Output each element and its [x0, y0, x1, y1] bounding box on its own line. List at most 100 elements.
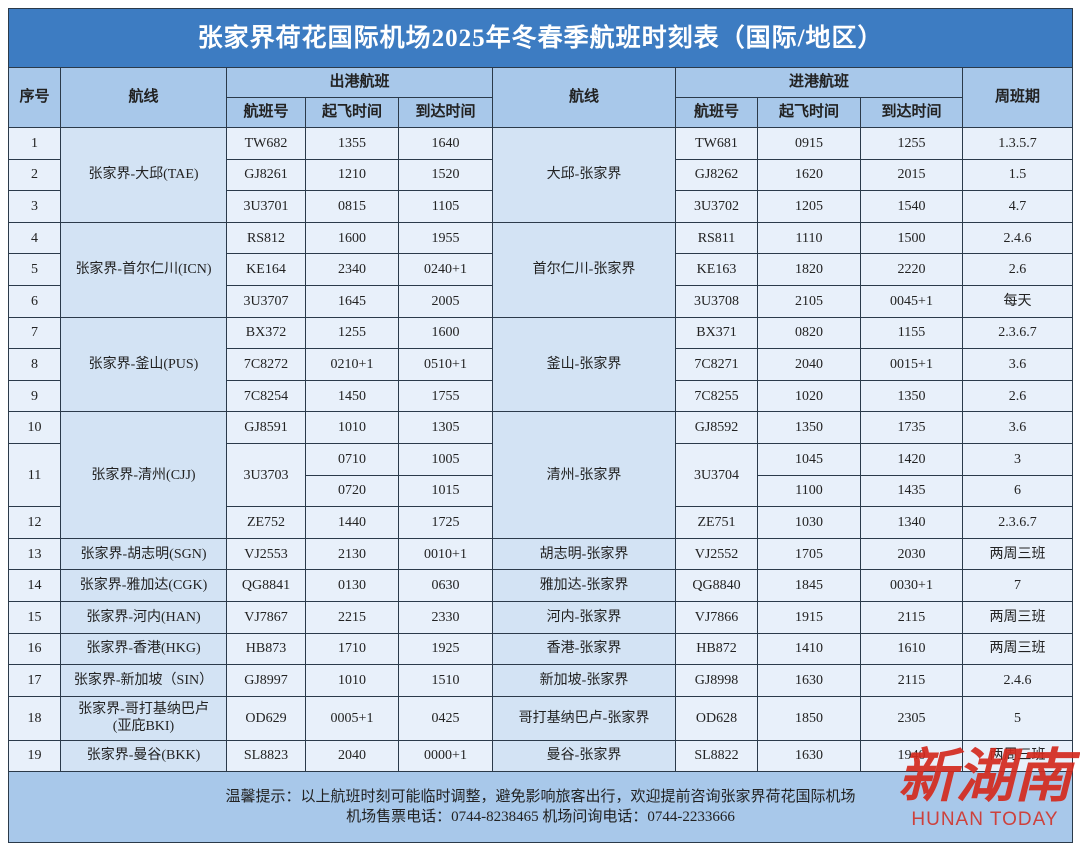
table-row: 温馨提示：以上航班时刻可能临时调整，避免影响旅客出行，欢迎提前咨询张家界荷花国际…: [7, 771, 1074, 844]
time: 0005+1: [305, 695, 399, 741]
time: 0820: [757, 316, 861, 350]
schedule-table: 张家界荷花国际机场2025年冬春季航班时刻表（国际/地区） 序号 航线 出港航班…: [7, 8, 1074, 844]
time: 1045: [757, 442, 861, 476]
inbound-route: 釜山-张家界: [492, 316, 676, 413]
table-row: 4 张家界-首尔仁川(ICN) RS812 1600 1955 首尔仁川-张家界 RS811…: [8, 221, 1074, 318]
seq-no: 17: [8, 664, 61, 697]
time: 0010+1: [398, 537, 493, 571]
time: 1450: [305, 379, 399, 413]
flight-no: GJ8262: [675, 158, 758, 192]
time: 1630: [757, 739, 861, 773]
time: 1755: [398, 379, 493, 413]
header-cell: 起飞时间: [305, 97, 399, 128]
seq-no: 9: [8, 379, 61, 413]
flight-no: 3U3707: [226, 284, 306, 318]
days: 2.4.6: [961, 221, 1074, 255]
days: 两周三班: [961, 739, 1074, 773]
inbound-route: 香港-张家界: [492, 632, 676, 666]
time: 0915: [757, 127, 861, 160]
days: 1.3.5.7: [961, 127, 1074, 160]
flight-no: BX371: [675, 316, 758, 350]
time: 1735: [860, 411, 963, 444]
table-row: 17 张家界-新加坡（SIN） GJ8997 1010 1510 新加坡-张家界 GJ899…: [8, 664, 1074, 697]
flight-no: GJ8592: [675, 411, 758, 444]
flight-no: SL8822: [675, 739, 758, 773]
time: 2105: [757, 284, 861, 318]
flight-no: SL8823: [226, 739, 306, 773]
days: 3.6: [961, 411, 1074, 444]
inbound-route: 大邱-张家界: [492, 127, 676, 223]
flight-no: GJ8261: [226, 158, 306, 192]
time: 2305: [860, 695, 963, 741]
outbound-route: 张家界-首尔仁川(ICN): [60, 221, 227, 318]
time: 0240+1: [398, 253, 493, 286]
header-cell: 航班号: [675, 97, 758, 128]
time: 1600: [305, 221, 399, 255]
days: 6: [961, 474, 1074, 508]
time: 1820: [757, 253, 861, 286]
time: 1350: [860, 379, 963, 413]
flight-no: RS812: [226, 221, 306, 255]
time: 1510: [398, 664, 493, 697]
time: 0720: [305, 474, 399, 508]
footer-line: 温馨提示：以上航班时刻可能临时调整，避免影响旅客出行，欢迎提前咨询张家界荷花国际…: [225, 789, 856, 806]
outbound-route: 张家界-曼谷(BKK): [60, 739, 227, 773]
outbound-route: 张家界-哥打基纳巴卢 (亚庇BKI): [60, 695, 227, 741]
flight-no: VJ7866: [675, 600, 758, 634]
flight-no: ZE751: [675, 506, 758, 539]
inbound-route: 胡志明-张家界: [492, 537, 676, 571]
time: 1915: [757, 600, 861, 634]
seq-no: 13: [8, 537, 61, 571]
table-row: 15 张家界-河内(HAN) VJ7867 2215 2330 河内-张家界 VJ7866 1…: [8, 600, 1074, 634]
flight-no: QG8841: [226, 569, 306, 602]
seq-no: 4: [8, 221, 61, 255]
time: 1640: [398, 127, 493, 160]
flight-no: 7C8254: [226, 379, 306, 413]
inbound-route: 雅加达-张家界: [492, 569, 676, 602]
table-row: 3 3U3701 0815 1105 3U3702 1205 1540 4.7: [8, 190, 1074, 223]
seq-no: 19: [8, 739, 61, 773]
time: 1100: [757, 474, 861, 508]
days: 2.6: [961, 379, 1074, 413]
days: 两周三班: [961, 537, 1074, 571]
time: 2220: [860, 253, 963, 286]
inbound-route: 哥打基纳巴卢-张家界: [492, 695, 676, 741]
table-row: 7 张家界-釜山(PUS) BX372 1255 1600 釜山-张家界 BX371 0820…: [8, 316, 1074, 413]
inbound-route: 首尔仁川-张家界: [492, 221, 676, 318]
time: 2015: [860, 158, 963, 192]
header-cell: 航线: [60, 67, 227, 128]
flight-no: 7C8271: [675, 348, 758, 381]
time: 1705: [757, 537, 861, 571]
days: 两周三班: [961, 600, 1074, 634]
header-cell: 到达时间: [860, 97, 963, 128]
seq-no: 5: [8, 253, 61, 286]
flight-no: 3U3703: [226, 442, 306, 508]
time: 0710: [305, 442, 399, 476]
time: 1350: [757, 411, 861, 444]
seq-no: 18: [8, 695, 61, 741]
days: 7: [961, 569, 1074, 602]
time: 1010: [305, 664, 399, 697]
time: 1105: [398, 190, 493, 223]
time: 2005: [398, 284, 493, 318]
seq-no: 16: [8, 632, 61, 666]
flight-no: HB872: [675, 632, 758, 666]
time: 2040: [757, 348, 861, 381]
seq-no: 3: [8, 190, 61, 223]
time: 2115: [860, 664, 963, 697]
table-row: 12 ZE752 1440 1725 ZE751 1030 1340 2.3.6.7: [8, 506, 1074, 539]
header-cell: 起飞时间: [757, 97, 861, 128]
flight-no: GJ8998: [675, 664, 758, 697]
header-cell: 航线: [492, 67, 676, 128]
table-row: 0720 1015 1100 1435 6: [9, 474, 1074, 508]
table-row: 14 张家界-雅加达(CGK) QG8841 0130 0630 雅加达-张家界 QG884…: [8, 569, 1074, 602]
outbound-route: 张家界-雅加达(CGK): [60, 569, 227, 602]
time: 1010: [305, 411, 399, 444]
flight-no: KE163: [675, 253, 758, 286]
time: 1540: [860, 190, 963, 223]
flight-no: 3U3704: [675, 442, 758, 508]
time: 1925: [398, 632, 493, 666]
inbound-route: 曼谷-张家界: [492, 739, 676, 773]
flight-no: GJ8591: [226, 411, 306, 444]
